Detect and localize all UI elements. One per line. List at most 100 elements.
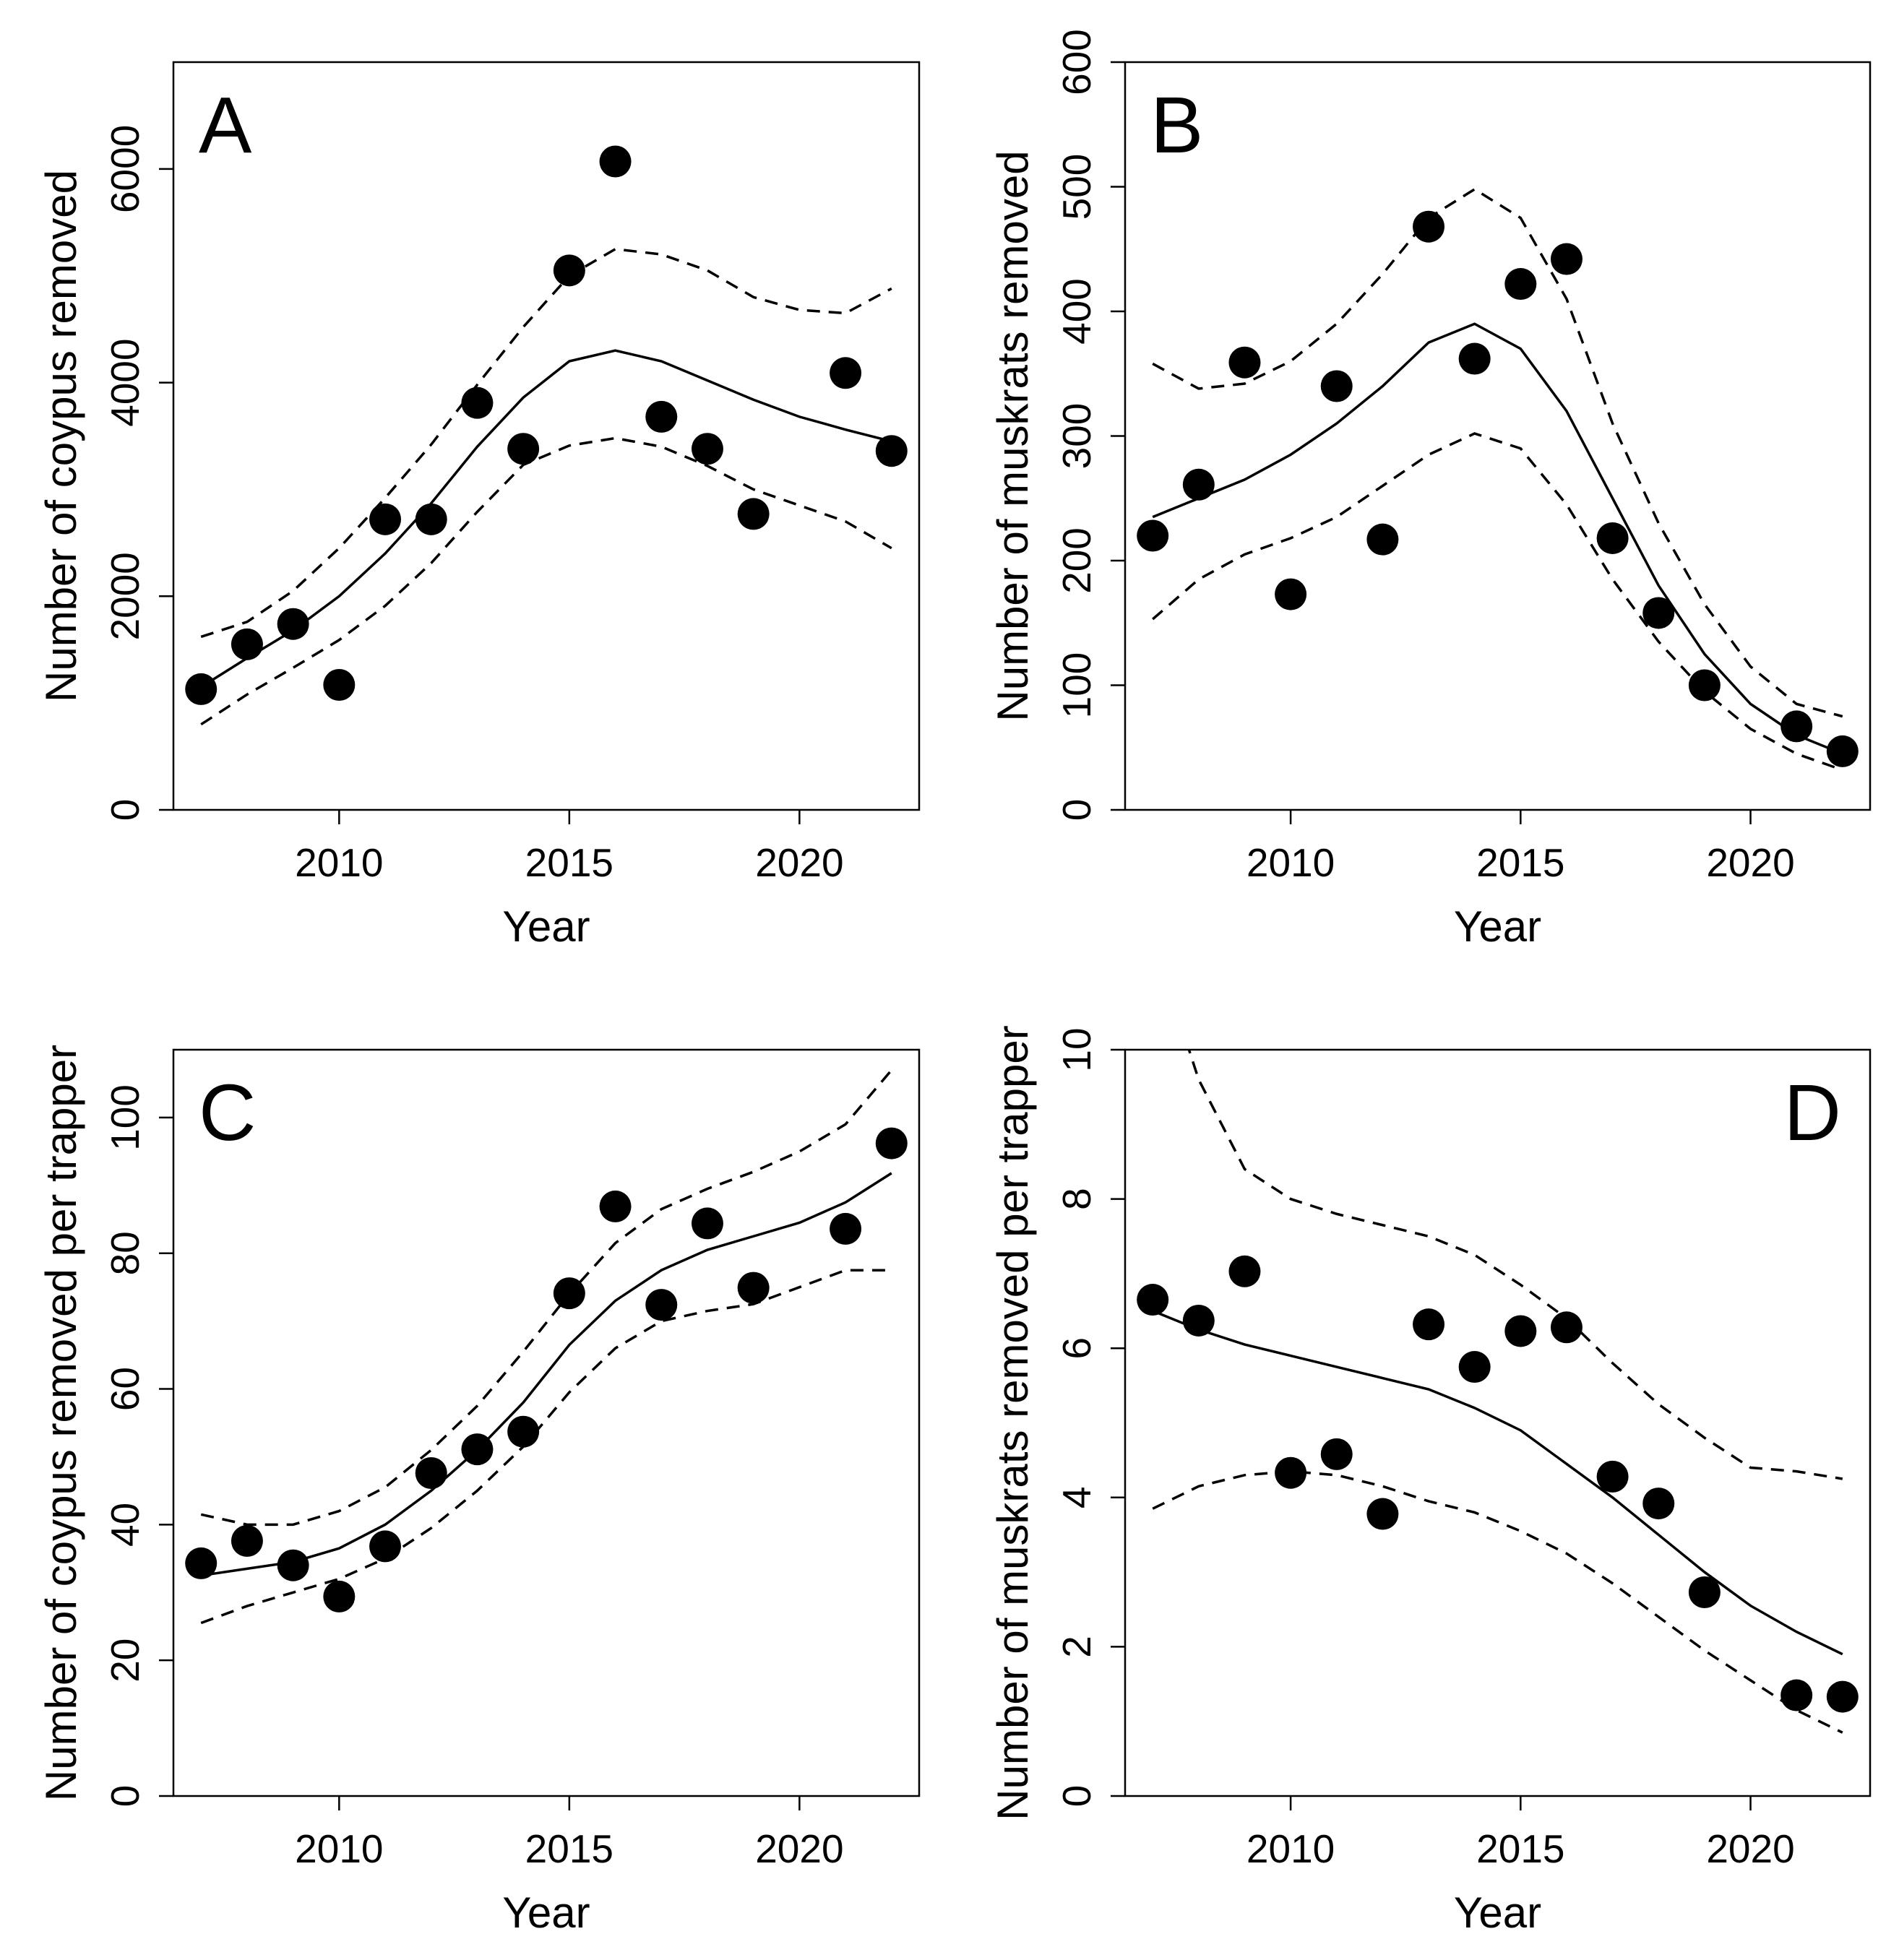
x-tick-label: 2020 <box>1706 1826 1794 1871</box>
data-point <box>185 673 218 705</box>
fit-line <box>200 1172 892 1577</box>
y-axis-label: Number of coypus removed <box>37 170 85 702</box>
data-point <box>1275 1456 1307 1489</box>
data-point <box>1780 1679 1813 1711</box>
data-point <box>369 503 402 535</box>
data-point <box>1458 1351 1491 1383</box>
y-tick-label: 60 <box>103 1367 147 1411</box>
data-point <box>1826 735 1859 767</box>
data-point <box>231 1524 263 1557</box>
y-tick-label: 10 <box>1054 1027 1099 1071</box>
fit-lines <box>1152 1050 1843 1734</box>
y-tick-label: 600 <box>1054 29 1099 95</box>
data-point <box>1366 523 1399 556</box>
y-tick-label: 0 <box>103 799 147 821</box>
upper-bound <box>1152 187 1843 718</box>
data-point <box>507 433 540 465</box>
data-point <box>277 1549 309 1581</box>
lower-bound <box>1152 432 1843 772</box>
y-tick-label: 2000 <box>103 552 147 640</box>
data-point <box>369 1530 402 1563</box>
x-tick-label: 2010 <box>1246 840 1335 885</box>
fit-lines <box>200 247 892 726</box>
data-point <box>415 1456 447 1489</box>
y-tick-label: 0 <box>1054 799 1099 821</box>
plot-frame <box>1124 1048 1872 1797</box>
data-point <box>185 1547 218 1579</box>
data-point <box>1228 1255 1261 1287</box>
data-point <box>1642 1488 1675 1520</box>
data-point <box>645 1289 678 1321</box>
y-tick-label: 0 <box>1054 1785 1099 1808</box>
lower-bound <box>200 436 892 726</box>
fit-lines <box>200 1069 893 1625</box>
data-point <box>415 503 447 535</box>
panel: 2010 2015 2020 0 100 200 300 400 500 600 Year Numbe… <box>989 29 1872 951</box>
y-tick-label: 200 <box>1054 527 1099 594</box>
panel-label: C <box>199 1068 256 1157</box>
x-axis-label: Year <box>502 1888 590 1937</box>
panel-label: B <box>1150 81 1203 170</box>
y-tick-label: 4000 <box>103 338 147 426</box>
data-point <box>1688 1576 1721 1608</box>
upper-bound <box>200 1069 893 1527</box>
data-point <box>1137 1284 1169 1316</box>
y-tick-label: 6000 <box>103 125 147 213</box>
data-point <box>1182 468 1215 501</box>
data-point <box>1413 1308 1445 1341</box>
data-point <box>691 1207 723 1240</box>
data-point <box>1320 1438 1353 1470</box>
fit-lines <box>1152 187 1843 772</box>
data-point <box>875 435 908 467</box>
x-tick-label: 2010 <box>1246 1826 1335 1871</box>
y-tick-label: 8 <box>1054 1188 1099 1210</box>
upper-bound <box>200 247 892 639</box>
data-point <box>507 1415 540 1448</box>
panel: 2010 2015 2020 0 2000 4000 6000 Year Number of c… <box>37 61 921 951</box>
x-tick-label: 2015 <box>525 840 613 885</box>
y-tick-label: 2 <box>1054 1636 1099 1658</box>
fit-line <box>1152 1309 1843 1656</box>
panel-label: A <box>199 81 252 170</box>
data-point <box>599 1190 632 1222</box>
y-tick-label: 80 <box>103 1231 147 1275</box>
fit-line <box>200 349 892 688</box>
data-point <box>737 1272 770 1304</box>
data-point <box>553 1277 585 1310</box>
lower-bound <box>200 1269 892 1625</box>
y-tick-label: 500 <box>1054 154 1099 220</box>
y-tick-label: 300 <box>1054 403 1099 470</box>
data-point <box>875 1127 908 1160</box>
data-point <box>691 433 723 465</box>
y-axis-label: Number of coypus removed per trapper <box>37 1045 85 1801</box>
y-tick-label: 100 <box>1054 652 1099 719</box>
x-axis-label: Year <box>1454 1888 1541 1937</box>
plot-frame <box>172 61 921 811</box>
y-tick-label: 100 <box>103 1084 147 1151</box>
data-point <box>1642 597 1675 629</box>
panel: 2010 2015 2020 0 20 40 60 80 100 Year Number of co… <box>37 1045 921 1937</box>
data-point <box>1320 370 1353 402</box>
data-point <box>231 628 263 660</box>
data-point <box>1688 669 1721 701</box>
x-tick-label: 2020 <box>1706 840 1794 885</box>
panel-label: D <box>1784 1068 1841 1157</box>
y-tick-label: 0 <box>103 1785 147 1808</box>
data-point <box>461 387 494 419</box>
data-point <box>1780 710 1813 743</box>
data-point <box>553 254 585 287</box>
data-point <box>1366 1498 1399 1530</box>
y-tick-label: 4 <box>1054 1487 1099 1509</box>
data-point <box>1182 1304 1215 1337</box>
x-tick-label: 2015 <box>1476 1826 1564 1871</box>
data-point <box>277 608 309 640</box>
y-tick-label: 20 <box>103 1639 147 1683</box>
data-point <box>645 400 678 433</box>
x-tick-label: 2010 <box>295 1826 383 1871</box>
y-tick-label: 6 <box>1054 1337 1099 1360</box>
data-point <box>1504 1315 1537 1347</box>
x-tick-label: 2020 <box>755 1826 843 1871</box>
data-point <box>323 1580 356 1613</box>
data-point <box>323 669 356 701</box>
